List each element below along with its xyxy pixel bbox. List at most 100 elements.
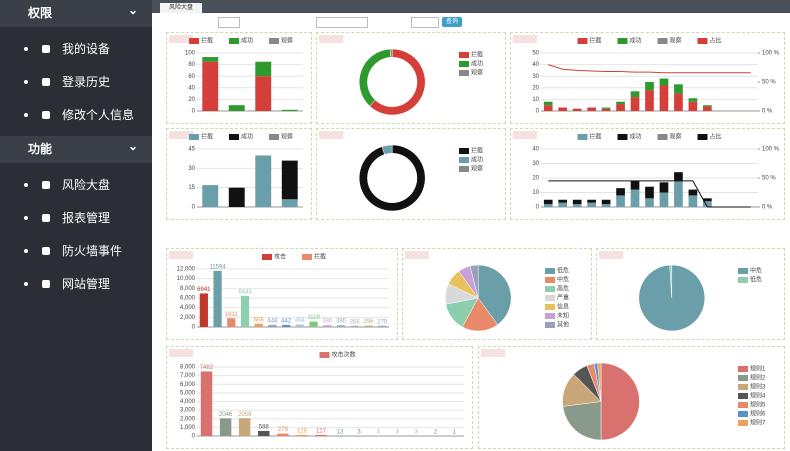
legend-swatch [545, 304, 555, 310]
menu-item[interactable]: 防火墙事件 [0, 235, 152, 268]
bar [228, 105, 245, 111]
value-label: 2046 [219, 412, 233, 418]
menu-item[interactable]: 修改个人信息 [0, 99, 152, 132]
y-tick-label: 6,000 [180, 382, 196, 388]
legend-label: 规则3 [750, 383, 766, 391]
bar [630, 97, 640, 111]
panel-tag [169, 35, 193, 43]
bar [601, 199, 611, 205]
legend-label: 低危 [557, 267, 569, 275]
legend-label: 规则1 [750, 365, 766, 373]
legend-swatch [189, 38, 199, 44]
legend-label: 中危 [557, 276, 569, 284]
bar [199, 293, 208, 327]
slice [597, 362, 602, 402]
legend-swatch [738, 366, 748, 372]
legend-label: 成功 [241, 133, 253, 141]
legend-swatch [738, 420, 748, 426]
bar [543, 105, 553, 111]
bar [645, 90, 654, 111]
legend-label: 观察 [281, 37, 293, 45]
chart-panel: 0 2,000 4,000 6,000 8,000 10,000 12,000 6941 115… [166, 248, 398, 340]
value-label: 13 [337, 429, 344, 435]
legend-swatch [545, 322, 555, 328]
slice [469, 264, 479, 299]
y-tick-label: 80 [188, 62, 195, 68]
bar [258, 430, 270, 436]
bar [202, 61, 219, 111]
menu-section[interactable]: 权限 [0, 0, 152, 27]
y-tick-label: 12,000 [177, 267, 196, 273]
legend-label: 成功 [241, 37, 253, 45]
bar [688, 101, 698, 111]
slice [358, 48, 391, 107]
y-tick-label: 2,000 [180, 416, 196, 422]
top-bar [152, 0, 790, 13]
slice [389, 48, 393, 58]
bar [688, 195, 698, 207]
chart-panel: 0 10 20 30 40 50 0 % 50 % 100 % 拦截 成功 观察 占比 [510, 32, 785, 124]
legend-swatch [657, 38, 668, 44]
bar [616, 101, 625, 105]
legend-swatch [545, 268, 555, 274]
menu-item[interactable]: 登录历史 [0, 66, 152, 99]
y-tick-label: 30 [532, 161, 539, 167]
y-tick-label: 20 [532, 85, 539, 91]
value-label: 494 [295, 318, 306, 324]
y-tick-label: 20 [532, 176, 539, 182]
legend-swatch [545, 313, 555, 319]
legend-label: 占比 [710, 133, 722, 141]
legend-swatch [545, 277, 555, 283]
menu-item[interactable]: 报表管理 [0, 202, 152, 235]
bar [543, 101, 553, 106]
bar [616, 104, 625, 111]
bar [558, 107, 568, 111]
menu-item[interactable]: 我的设备 [0, 33, 152, 66]
menu-item[interactable]: 风险大盘 [0, 169, 152, 202]
legend-swatch [459, 70, 469, 76]
chart: 0 10 20 30 40 0 % 50 % 100 % 拦截 成功 观察 占比 [532, 133, 779, 211]
bar [228, 187, 245, 207]
value-label: 3 [377, 430, 381, 436]
legend-label: 拦截 [201, 37, 213, 45]
y-tick-label: 8,000 [180, 365, 196, 371]
menu-section[interactable]: 功能 [0, 133, 152, 163]
bar [323, 325, 332, 327]
legend-label: 规则7 [750, 419, 766, 427]
legend-label: 中危 [750, 267, 762, 275]
legend-label: 成功 [471, 60, 483, 68]
legend-swatch [269, 134, 279, 140]
slice [669, 264, 673, 299]
y-tick-label: 40 [188, 85, 195, 91]
legend-swatch [459, 61, 469, 67]
select[interactable] [411, 17, 439, 28]
menu-item[interactable]: 网站管理 [0, 268, 152, 301]
value-label: 442 [281, 318, 292, 324]
y-tick-label: 40 [532, 62, 539, 68]
bar [200, 371, 213, 436]
legend-swatch [738, 384, 748, 390]
value-label: 6941 [197, 287, 211, 293]
value-label: 2059 [238, 412, 252, 418]
y-tick-label: 0 [192, 434, 196, 440]
sidebar: 权限 我的设备 登录历史 修改个人信息 功能 风险大盘 报表管理 防火墙事件 网… [0, 0, 152, 451]
legend-swatch [229, 134, 239, 140]
legend-swatch [545, 286, 555, 292]
chart-panel: 拦截 成功 观察 [316, 128, 506, 220]
value-label: 7482 [200, 365, 214, 371]
bar [616, 188, 625, 196]
select[interactable] [218, 17, 240, 28]
tab[interactable]: 风险大盘 [160, 3, 202, 13]
query-button[interactable]: 查询 [442, 17, 462, 27]
value-label: 127 [316, 428, 327, 434]
legend-label: 规则4 [750, 392, 766, 400]
value-label: 266 [350, 319, 361, 325]
select[interactable] [316, 17, 368, 28]
legend-swatch [738, 375, 748, 381]
value-label: 668 [254, 317, 265, 323]
panel-tag [319, 131, 343, 139]
